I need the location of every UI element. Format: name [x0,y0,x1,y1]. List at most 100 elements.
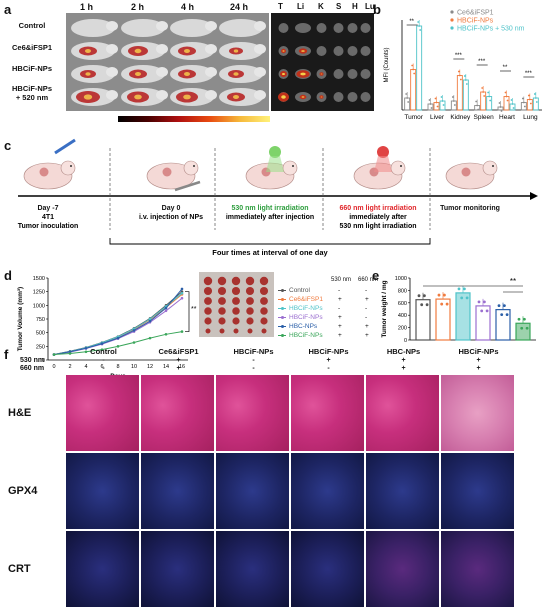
organ-hotspot [282,73,285,75]
data-point [417,21,420,23]
panel-label-f: f [4,347,9,362]
data-point [504,91,507,94]
y-tick-label: 1000 [395,276,407,282]
organ [360,92,371,102]
repeat-bracket [109,238,431,245]
mouse-eye [292,165,294,167]
step-title: 530 nm light irradiation [231,205,308,212]
fluorescence-hotspot [134,48,142,54]
legend-marker [281,324,284,328]
f-column-530-flag: + [401,357,406,364]
step-subtitle-2: 530 nm light irradiation [339,223,416,230]
f-row-label: CRT [8,563,31,575]
data-point [476,104,479,107]
y-tick-label: 500 [36,331,45,337]
data-point [425,303,429,307]
legend-label: HBCiF-NPs [457,18,494,25]
x-tick-label: 14 [163,364,169,370]
data-point [527,94,530,97]
mouse-head [106,90,118,100]
organ [333,92,344,102]
step-subtitle: 4T1 [42,214,54,221]
mouse-head [254,44,266,54]
legend-530-flag: + [338,323,342,330]
in-vivo-imaging-block [66,13,269,111]
series-point [148,317,152,321]
excised-tumor [219,328,225,334]
data-point [406,97,409,99]
legend-name: HBCiF-NPs [289,305,323,312]
organ [347,69,358,79]
legend-name: HBCiF-NPs [289,314,323,321]
excised-tumor [260,317,268,325]
data-point [440,96,443,98]
f-column-title: HBCiF-NPs [233,347,274,356]
f-column-660-flag: + [176,365,181,372]
f-column-title: Ce6&iFSP1 [158,347,199,356]
timeline-arrowhead [530,192,538,200]
legend-name: Control [289,287,310,294]
data-point [477,108,480,111]
organ-label: Li [297,2,305,11]
f-column-530-flag: + [476,357,481,364]
bar [404,97,411,111]
organ-images [278,23,371,102]
syringe-icon [54,138,76,155]
excised-tumor [259,276,269,286]
f-column-660-flag: - [327,365,330,372]
data-point [523,105,526,108]
mouse-body [71,19,115,37]
series-point [116,345,120,348]
y-tick-label: 1500 [33,276,45,282]
microscopy-tile [291,531,364,607]
excised-tumor [261,328,267,334]
data-point [506,99,509,102]
data-point [445,302,449,306]
microscopy-tile [441,375,514,451]
bar [480,91,487,111]
microscopy-tile [141,531,214,607]
data-point [440,302,444,306]
x-tick-label: 8 [116,364,119,370]
data-point [488,95,491,98]
mouse-head-illustration [390,160,406,176]
fluorescence-hotspot [233,72,239,76]
bar [410,69,417,111]
fluorescence-hotspot [85,72,91,76]
mouse-images [71,19,266,106]
excised-tumor [204,317,212,325]
fluorescence-hotspot [233,95,239,99]
excised-tumor [231,286,241,296]
series-point [180,292,184,295]
organ-label: H [352,2,358,11]
f-row-label: GPX4 [8,485,38,497]
data-point [534,97,537,99]
excised-tumor [232,317,240,325]
step-subtitle: immediately after [349,214,407,221]
tumor-mark [162,167,172,177]
data-point [512,107,515,109]
series-point [132,341,136,344]
data-point [505,313,509,317]
series-point [100,342,104,345]
data-point [528,98,531,101]
step-title: 660 nm light irradiation [339,205,416,212]
data-point [429,103,432,105]
f-column-title: Control [90,347,117,356]
data-point [452,100,455,102]
organ [295,23,311,33]
organ [316,46,327,56]
excised-tumor [205,328,211,334]
category-label: Lung [523,114,538,121]
data-point [437,293,441,297]
data-point [489,99,492,102]
bar [486,96,493,111]
legend-name: Ce6&iFSP1 [289,296,323,303]
mouse-head [106,21,118,31]
series-point [100,348,104,351]
microscopy-tile [441,531,514,607]
series-point [84,350,88,354]
fluorescence-hotspot [184,72,190,76]
organ [333,69,344,79]
organ [360,69,371,79]
